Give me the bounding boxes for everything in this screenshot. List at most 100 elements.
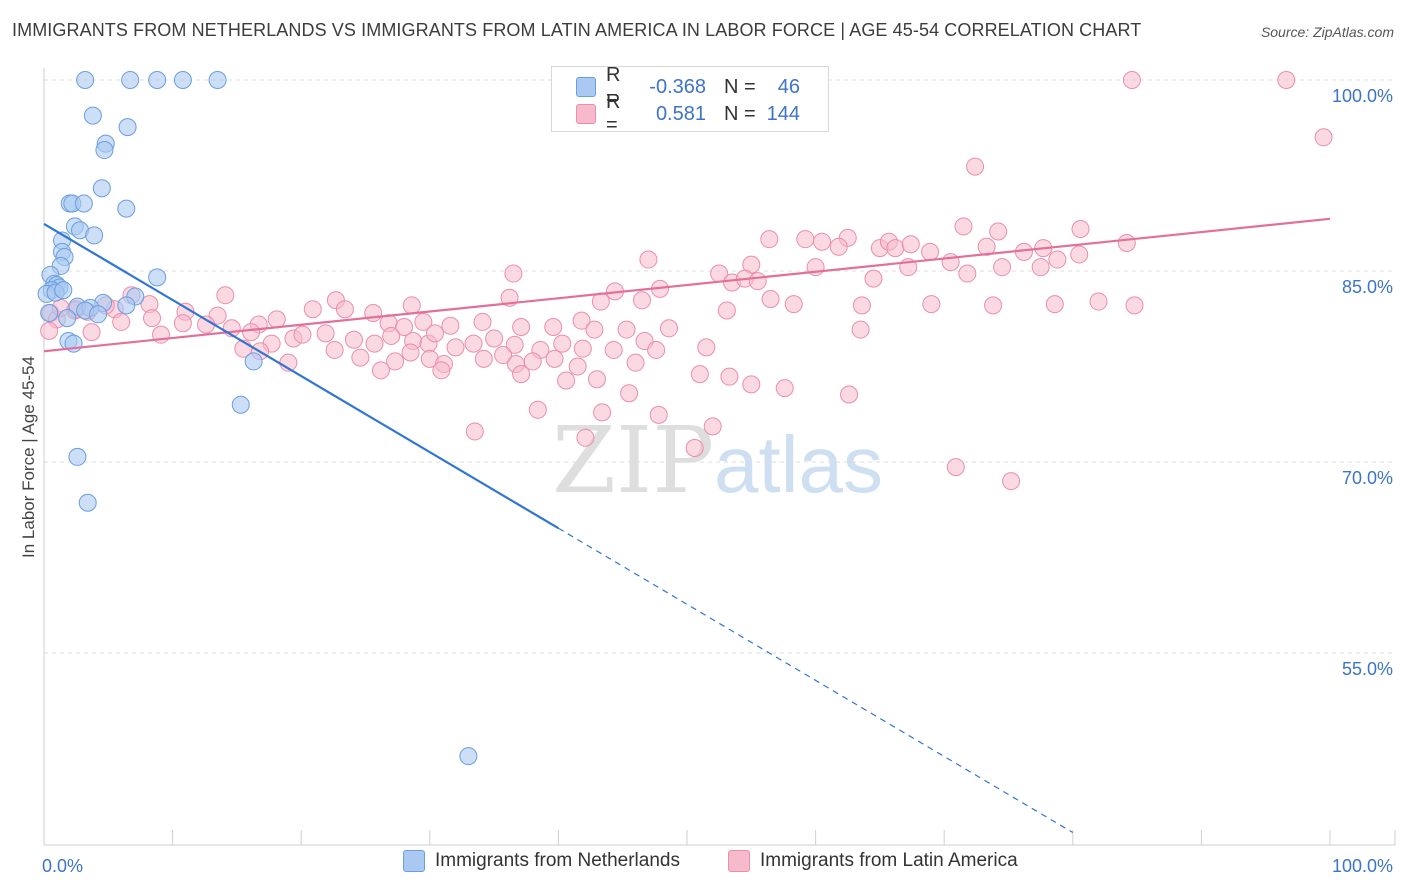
latin-america-point (512, 318, 531, 337)
latin-america-point (649, 405, 668, 424)
latin-america-point (993, 258, 1012, 277)
latin-america-point (544, 318, 563, 337)
latin-america-point (485, 329, 504, 348)
latin-america-point (604, 340, 623, 359)
legend-n-value: 46 (777, 75, 800, 98)
netherlands-point (244, 352, 263, 371)
latin-america-point (1002, 472, 1021, 491)
netherlands-point (148, 71, 167, 89)
latin-america-point (690, 365, 709, 384)
latin-america-point (395, 318, 414, 337)
y-tick-label: 70.0% (1342, 468, 1393, 488)
latin-america-point (703, 417, 722, 436)
netherlands-point (89, 305, 108, 324)
latin-america-point (528, 400, 547, 419)
axes (43, 68, 1395, 846)
netherlands-point (74, 194, 93, 213)
latin-america-point (840, 385, 859, 404)
latin-america-point (1048, 250, 1067, 269)
legend-r-value: 0.581 (655, 102, 706, 125)
netherlands-point (83, 106, 102, 125)
legend-r-label: R = (606, 64, 621, 109)
latin-america-point (901, 235, 920, 254)
netherlands-point (148, 268, 167, 287)
latin-america-point (886, 239, 905, 258)
latin-america-point (316, 324, 335, 343)
latin-america-point (242, 323, 261, 342)
netherlands-trend-line (43, 222, 559, 530)
latin-america-point (954, 217, 973, 236)
latin-america-point (685, 438, 704, 457)
latin-america-point (143, 309, 162, 328)
latin-america-point (775, 379, 794, 398)
x-axis-ticks (43, 830, 1396, 845)
latin-america-point (587, 370, 606, 389)
legend-row-latin-america: R = 0.581 N = 144 (552, 91, 800, 136)
bottom-legend-swatch-latin-america (728, 850, 750, 872)
latin-america-point (512, 365, 531, 384)
netherlands-point (40, 304, 59, 323)
latin-america-point (505, 335, 524, 354)
netherlands-point (54, 281, 73, 300)
netherlands-point (117, 296, 136, 315)
latin-america-point (796, 230, 815, 249)
bottom-legend: Immigrants from Netherlands Immigrants f… (0, 850, 1406, 880)
latin-america-point (382, 326, 401, 345)
netherlands-point (231, 395, 250, 414)
bottom-legend-netherlands: Immigrants from Netherlands (403, 850, 680, 872)
latin-america-point (593, 403, 612, 422)
netherlands-point (95, 141, 114, 160)
y-tick-label: 55.0% (1342, 659, 1393, 679)
latin-america-point (293, 325, 312, 344)
latin-america-point (1277, 71, 1296, 89)
x-tick-labels: 0.0% 100.0% (42, 856, 1393, 876)
latin-america-point (365, 334, 384, 353)
latin-america-point (1031, 258, 1050, 277)
latin-america-point (591, 292, 610, 311)
x-tick-label: 0.0% (42, 856, 83, 876)
netherlands-point (92, 179, 111, 198)
latin-america-point (1117, 233, 1136, 252)
latin-america-point (446, 338, 465, 357)
y-tick-label: 85.0% (1342, 277, 1393, 297)
latin-america-point (617, 320, 636, 339)
watermark-atlas: atlas (714, 420, 883, 509)
latin-america-point (941, 253, 960, 272)
latin-america-point (473, 312, 492, 331)
latin-america-point (977, 237, 996, 256)
netherlands-point (68, 447, 87, 466)
bottom-legend-swatch-netherlands (403, 850, 425, 872)
latin-america-point (760, 230, 779, 249)
latin-america-point (568, 357, 587, 376)
netherlands-point (208, 71, 227, 89)
netherlands-point (76, 71, 95, 89)
legend-swatch-latin-america (576, 104, 596, 124)
legend-n-label: N = (724, 102, 756, 125)
latin-america-point (784, 295, 803, 314)
latin-america-point (112, 312, 131, 331)
latin-america-point (966, 157, 985, 176)
legend-n-label: N = (724, 75, 756, 98)
netherlands-point (121, 71, 140, 89)
latin-america-point (626, 353, 645, 372)
latin-america-point (1045, 295, 1064, 314)
legend-n-value: 144 (766, 102, 800, 125)
latin-america-point (1070, 245, 1089, 264)
chart-title: IMMIGRANTS FROM NETHERLANDS VS IMMIGRANT… (12, 20, 1142, 40)
latin-america-point (441, 316, 460, 335)
latin-america-point (761, 290, 780, 309)
netherlands-trend-extension (558, 527, 1074, 834)
latin-america-point (852, 296, 871, 315)
trend-lines (43, 217, 1331, 834)
latin-america-point (829, 237, 848, 256)
netherlands-point (118, 118, 137, 137)
bottom-legend-label: Immigrants from Latin America (760, 850, 1018, 871)
latin-america-point (351, 348, 370, 367)
latin-america-point (465, 422, 484, 441)
latin-america-point (303, 300, 322, 319)
latin-america-point (720, 367, 739, 386)
latin-america-point (82, 323, 101, 342)
watermark-zip: ZIP (552, 407, 714, 514)
latin-america-point (647, 340, 666, 359)
latin-america-point (813, 232, 832, 251)
